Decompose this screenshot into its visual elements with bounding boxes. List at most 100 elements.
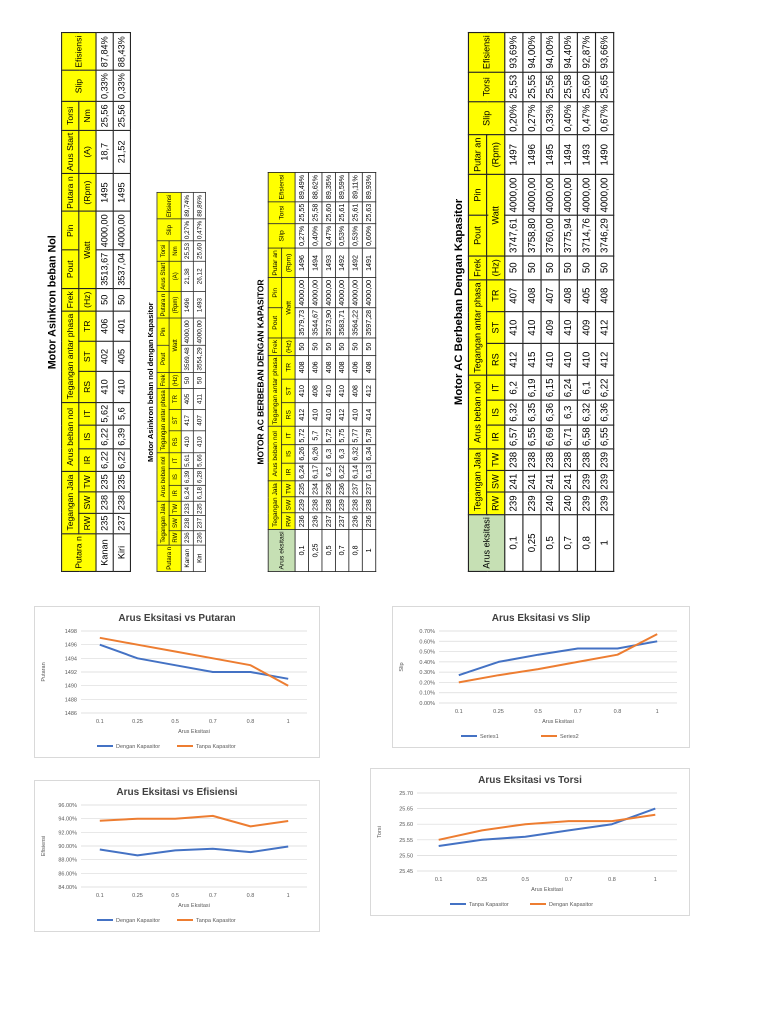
table-cell: 4000,00 bbox=[595, 174, 614, 216]
x-tick-label: 0.25 bbox=[132, 719, 143, 725]
table-cell: 25,61 bbox=[335, 201, 349, 224]
y-tick-label: 1498 bbox=[65, 629, 77, 635]
table-cell: 414 bbox=[362, 402, 376, 427]
table-cell: 238 bbox=[96, 492, 114, 513]
table-header-cell: Putara n bbox=[61, 173, 79, 212]
chart-title: Arus Eksitasi vs Efisiensi bbox=[116, 787, 237, 798]
table-cell: 412 bbox=[295, 402, 309, 427]
table-cell: 0,1 bbox=[295, 529, 309, 572]
table-header-cell: ST bbox=[486, 311, 505, 344]
series-line-1 bbox=[458, 640, 658, 677]
table-cell: 50 bbox=[321, 337, 336, 356]
table-cell: 407 bbox=[193, 409, 206, 432]
y-tick-label: 1496 bbox=[65, 643, 77, 649]
table-cell: 412 bbox=[335, 402, 349, 427]
table-header-cell: RS bbox=[281, 402, 296, 427]
table-cell: 50 bbox=[335, 337, 349, 356]
table-cell: 6,3 bbox=[335, 444, 349, 463]
table-cell: 6,24 bbox=[559, 375, 578, 401]
table-cell: 410 bbox=[181, 431, 194, 453]
legend-label: Dengan Kapasitor bbox=[116, 744, 160, 750]
chart-svg: Arus Eksitasi vs Efisiensi 84.00% 86.00% 88… bbox=[41, 787, 307, 924]
table-header-cell: TW bbox=[281, 480, 296, 498]
table-cell: 50 bbox=[559, 255, 578, 280]
table-header-cell: Frek bbox=[268, 337, 282, 356]
chart-c4: Arus Eksitasi vs Torsi 25.45 25.50 25.55 25.… bbox=[370, 768, 690, 916]
data-table: Arus eksitasi Tegangan Jala Arus beban nol… bbox=[268, 172, 376, 572]
x-tick-label: 0.1 bbox=[96, 719, 104, 725]
table-header-cell: IS bbox=[486, 400, 505, 425]
table-cell: 238 bbox=[577, 448, 596, 471]
x-tick-label: 0.1 bbox=[455, 709, 463, 715]
table-header-cell: Torsi bbox=[61, 101, 79, 131]
table-cell: 407 bbox=[504, 279, 523, 312]
table-cell: 5,78 bbox=[362, 426, 376, 445]
table-cell: 89,49% bbox=[295, 172, 309, 202]
table-header-cell: IT bbox=[486, 375, 505, 401]
table-cell: 238 bbox=[541, 448, 560, 471]
table-cell: 238 bbox=[181, 515, 194, 531]
table-cell: 6,35 bbox=[522, 400, 542, 425]
table-cell: 25,63 bbox=[362, 201, 376, 224]
table-cell: 50 bbox=[595, 255, 614, 280]
table-cell: 410 bbox=[559, 343, 578, 376]
table-cell: 3554,29 bbox=[193, 345, 206, 373]
table-cell: 237 bbox=[362, 480, 376, 498]
table-cell: 237 bbox=[335, 513, 349, 530]
table-cell: 18,7 bbox=[96, 130, 114, 174]
table-cell: 6,39 bbox=[181, 468, 194, 486]
table-header-cell: IR bbox=[169, 485, 182, 502]
table-cell: 415 bbox=[522, 343, 542, 376]
table-cell: 6,55 bbox=[595, 424, 614, 449]
table-cell: 0,5 bbox=[541, 514, 560, 572]
table-cell: 0,7 bbox=[559, 514, 578, 572]
x-tick-label: 1 bbox=[654, 877, 657, 883]
table-row: 0,1 239 241 238 6,57 6,32 6,2 412 410 407 50 3747,6… bbox=[504, 32, 523, 572]
table-cell: Kiri bbox=[193, 544, 206, 572]
table-header-cell: TR bbox=[169, 388, 182, 410]
table-cell: 408 bbox=[595, 279, 614, 312]
table-cell: 6,2 bbox=[321, 462, 336, 481]
table-header-cell: Pout bbox=[61, 250, 79, 289]
table-cell: 25,56 bbox=[113, 101, 131, 131]
table-cell: 50 bbox=[541, 255, 560, 280]
table-cell: 94,40% bbox=[559, 32, 578, 72]
table-header-cell: Putara n bbox=[156, 544, 182, 572]
table-cell: 1494 bbox=[559, 134, 578, 175]
table-header-cell: Slip bbox=[156, 219, 182, 242]
table-row: 0,1 236 239 235 6,24 6,26 5,72 412 410 408 50 3579,… bbox=[295, 172, 309, 572]
table-cell: 406 bbox=[348, 355, 363, 380]
x-tick-label: 1 bbox=[287, 719, 290, 725]
table-header-cell: (Hz) bbox=[78, 288, 97, 312]
table-cell: 6,26 bbox=[295, 444, 309, 463]
table-cell: 3544,67 bbox=[308, 307, 322, 338]
chart-c3: Arus Eksitasi vs Efisiensi 84.00% 86.00% 88… bbox=[34, 780, 320, 932]
chart-svg: Arus Eksitasi vs Slip 0.00% 0.10% 0.20% 0.30… bbox=[399, 613, 677, 740]
table-cell: 4000,00 bbox=[504, 174, 523, 216]
table-header-cell: ST bbox=[281, 379, 296, 403]
y-tick-label: 96.00% bbox=[58, 803, 77, 809]
table-cell: 4000,00 bbox=[96, 211, 114, 251]
y-axis-label: Torsi bbox=[377, 826, 383, 838]
table-header-cell: Tegangan Jala bbox=[156, 501, 170, 545]
table-cell: 4000,00 bbox=[193, 318, 206, 346]
table-header-cell: Torsi bbox=[156, 241, 170, 261]
table-row: 1 236 238 237 6,13 6,34 5,78 414 412 408 50 3597,28… bbox=[362, 172, 376, 572]
table-cell: 408 bbox=[308, 379, 322, 403]
legend-label: Tanpa Kapasitor bbox=[196, 744, 236, 750]
table-header-cell: Watt bbox=[78, 211, 97, 289]
table-cell: 408 bbox=[321, 355, 336, 380]
table-cell: 0,27% bbox=[295, 223, 309, 249]
table-cell: 238 bbox=[522, 448, 542, 471]
table-cell: 234 bbox=[308, 480, 322, 498]
table-cell: 0,1 bbox=[504, 514, 523, 572]
table-cell: 4000,00 bbox=[181, 318, 194, 346]
x-tick-label: 0.5 bbox=[171, 719, 179, 725]
y-tick-label: 25.65 bbox=[399, 807, 413, 813]
table-header-cell: (Rpm) bbox=[78, 173, 97, 212]
table-cell: 1492 bbox=[335, 248, 349, 278]
x-tick-label: 0.8 bbox=[608, 877, 616, 883]
table-cell: 3513,67 bbox=[96, 250, 114, 289]
table-cell: 238 bbox=[321, 497, 336, 514]
table-cell: 233 bbox=[181, 501, 194, 516]
